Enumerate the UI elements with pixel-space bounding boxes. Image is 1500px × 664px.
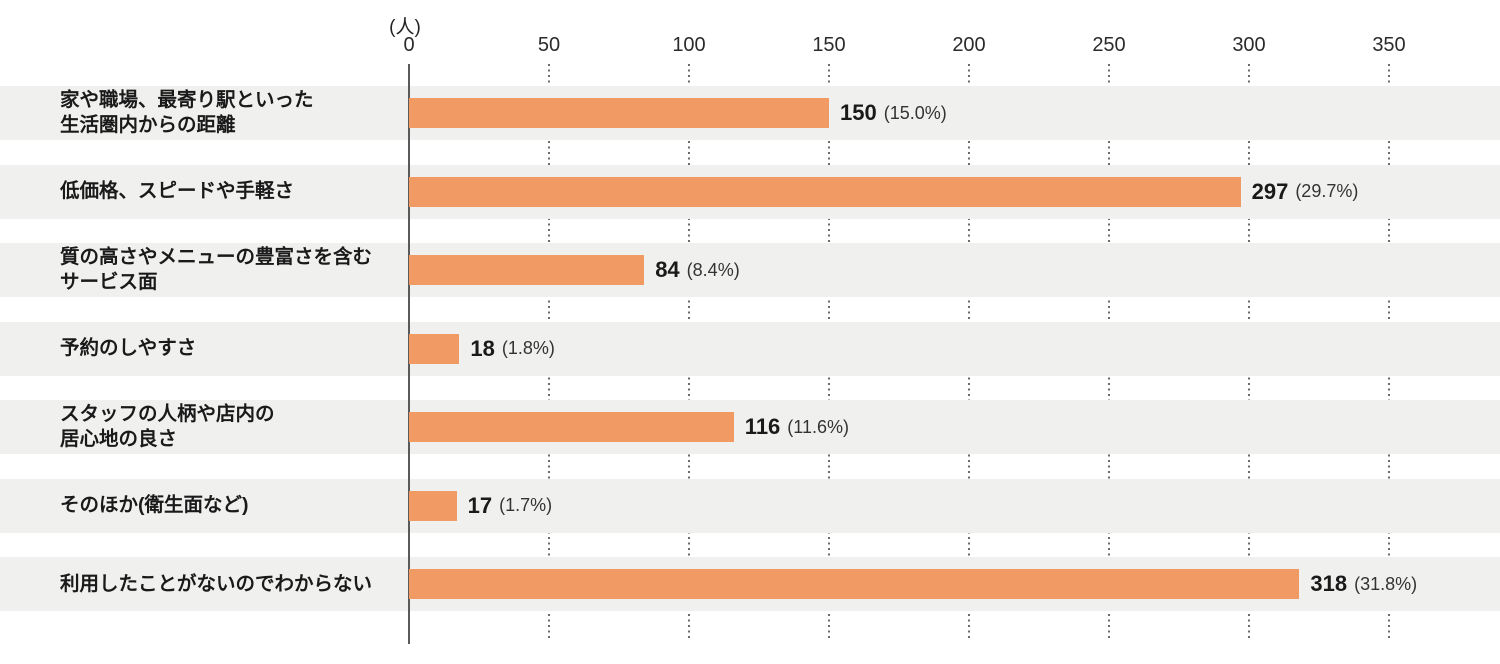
bar-value-label: 17 (1.7%) bbox=[468, 479, 553, 533]
category-label: 質の高さやメニューの豊富さを含む サービス面 bbox=[60, 243, 372, 297]
bar-value-percent: (15.0%) bbox=[883, 102, 947, 123]
x-axis-tick-label: 300 bbox=[1232, 34, 1266, 56]
category-label-line: 居心地の良さ bbox=[60, 428, 178, 450]
bar bbox=[409, 255, 645, 285]
bar-value-percent: (29.7%) bbox=[1295, 181, 1359, 201]
bar-value-count: 318 bbox=[1310, 571, 1348, 596]
category-label-line: 家や職場、最寄り駅といった bbox=[60, 89, 314, 111]
category-label: 予約のしやすさ bbox=[60, 322, 196, 376]
axis-unit-label: (人) bbox=[389, 17, 421, 38]
row-stripe bbox=[0, 478, 1500, 533]
bar-value-count: 17 bbox=[467, 492, 493, 518]
bar-value-percent: (11.6%) bbox=[787, 416, 849, 437]
bar-value-percent: (31.8%) bbox=[1354, 573, 1418, 594]
category-label: 利用したことがないのでわからない bbox=[60, 557, 372, 611]
bar bbox=[409, 98, 829, 128]
x-axis-tick-label: 0 bbox=[403, 34, 415, 56]
category-label-line: 質の高さやメニューの豊富さを含む bbox=[60, 246, 373, 268]
category-label-line: 利用したことがないのでわからない bbox=[60, 572, 373, 595]
bar-value-percent: (1.7%) bbox=[499, 495, 553, 515]
bar bbox=[409, 333, 460, 364]
bar-value-count: 84 bbox=[655, 257, 680, 282]
category-label-line: スタッフの人柄や店内の bbox=[60, 403, 275, 425]
bar-value-label: 18 (1.8%) bbox=[470, 322, 555, 376]
category-label-line: そのほか(衛生面など) bbox=[60, 494, 249, 516]
category-label-line: 低価格、スピードや手軽さ bbox=[60, 180, 295, 202]
row-stripe bbox=[0, 243, 1500, 297]
bar bbox=[409, 412, 734, 442]
bar-value-label: 318 (31.8%) bbox=[1310, 557, 1417, 611]
x-axis-tick-label: 100 bbox=[672, 34, 706, 56]
bar bbox=[409, 176, 1241, 207]
x-axis-tick-label: 200 bbox=[952, 34, 986, 56]
bar-value-count: 150 bbox=[840, 100, 877, 125]
bar-value-label: 150 (15.0%) bbox=[840, 86, 947, 140]
x-axis-tick-label: 50 bbox=[537, 34, 561, 56]
bar-value-count: 18 bbox=[470, 335, 495, 361]
bar-value-label: 116 (11.6%) bbox=[745, 400, 849, 454]
x-axis-tick-label: 350 bbox=[1372, 34, 1406, 56]
bar bbox=[409, 569, 1300, 599]
x-axis-tick-label: 150 bbox=[812, 34, 846, 56]
bar-value-percent: (8.4%) bbox=[686, 259, 740, 280]
bar-value-percent: (1.8%) bbox=[501, 338, 555, 358]
category-label-line: 予約のしやすさ bbox=[60, 337, 197, 359]
x-axis-tick-label: 250 bbox=[1092, 34, 1126, 56]
category-label: 低価格、スピードや手軽さ bbox=[60, 165, 294, 219]
bar-value-label: 84 (8.4%) bbox=[655, 243, 740, 297]
bar bbox=[409, 490, 457, 521]
bar-value-count: 116 bbox=[744, 414, 781, 439]
category-label: 家や職場、最寄り駅といった 生活圏内からの距離 bbox=[60, 86, 314, 140]
bar-value-label: 297 (29.7%) bbox=[1252, 165, 1359, 219]
bar-value-count: 297 bbox=[1251, 178, 1289, 204]
category-label: スタッフの人柄や店内の 居心地の良さ bbox=[60, 400, 275, 454]
row-stripe bbox=[0, 400, 1500, 454]
category-label-line: サービス面 bbox=[60, 271, 158, 293]
row-stripe bbox=[0, 321, 1500, 376]
category-label: そのほか(衛生面など) bbox=[60, 479, 249, 533]
category-label-line: 生活圏内からの距離 bbox=[60, 114, 236, 136]
